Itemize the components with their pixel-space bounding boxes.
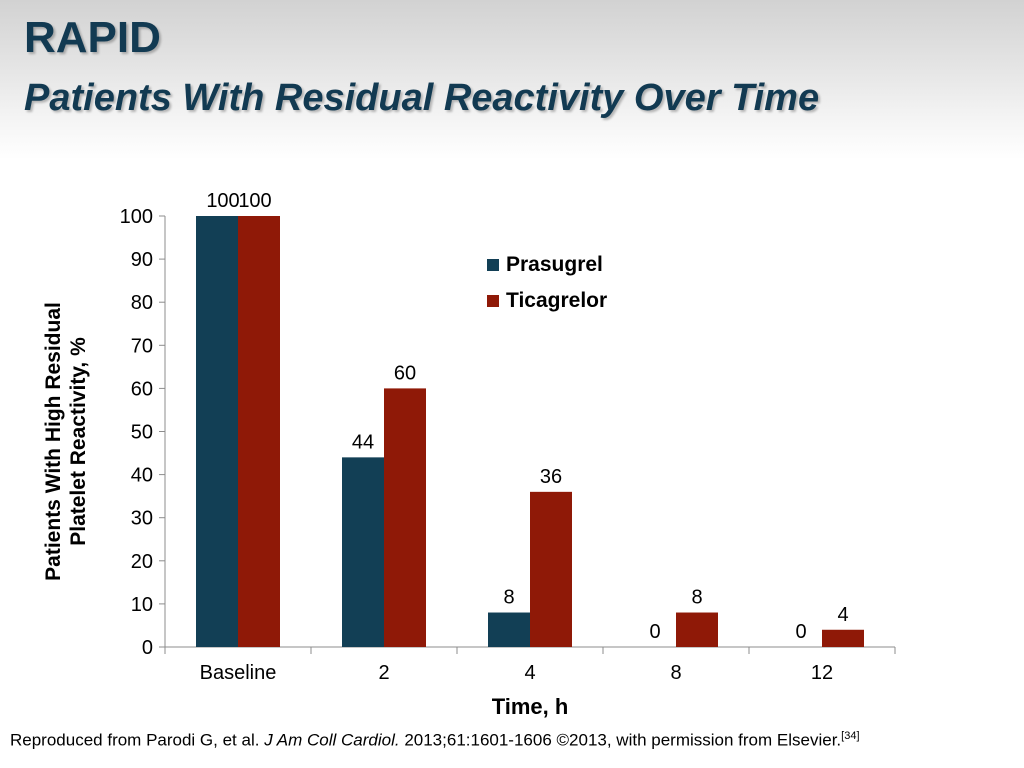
legend-swatch-ticagrelor bbox=[487, 295, 499, 307]
ticagrelor-data-label: 36 bbox=[540, 466, 562, 488]
y-tick-label: 0 bbox=[142, 637, 153, 659]
y-tick-label: 30 bbox=[131, 508, 153, 530]
x-axis-label: Time, h bbox=[492, 694, 569, 719]
ticagrelor-bar bbox=[530, 491, 572, 647]
x-tick-label: 12 bbox=[811, 662, 833, 684]
citation: Reproduced from Parodi G, et al. J Am Co… bbox=[10, 726, 1010, 751]
ticagrelor-data-label: 60 bbox=[394, 362, 416, 384]
y-tick-label: 90 bbox=[131, 249, 153, 271]
prasugrel-data-label: 0 bbox=[795, 621, 806, 643]
ticagrelor-data-label: 100 bbox=[238, 190, 271, 212]
title-banner bbox=[0, 0, 1024, 160]
x-tick-label: 2 bbox=[378, 662, 389, 684]
y-tick-label: 50 bbox=[131, 422, 153, 444]
ticagrelor-bar bbox=[238, 216, 280, 647]
prasugrel-bar bbox=[196, 216, 238, 647]
legend-label-prasugrel: Prasugrel bbox=[506, 253, 603, 276]
citation-suffix: 2013;61:1601-1606 ©2013, with permission… bbox=[399, 730, 842, 750]
prasugrel-data-label: 8 bbox=[503, 587, 514, 609]
x-tick-label: Baseline bbox=[200, 662, 277, 684]
y-axis-label-line2: Platelet Reactivity, % bbox=[67, 337, 90, 546]
y-tick-label: 70 bbox=[131, 335, 153, 357]
slide-subtitle: Patients With Residual Reactivity Over T… bbox=[24, 77, 820, 119]
chart-bars bbox=[196, 216, 864, 647]
citation-prefix: Reproduced from Parodi G, et al. bbox=[10, 730, 265, 750]
prasugrel-bar bbox=[342, 457, 384, 647]
slide-title: RAPID bbox=[24, 13, 161, 62]
x-tick-label: 8 bbox=[670, 662, 681, 684]
ticagrelor-bar bbox=[676, 612, 718, 647]
y-tick-label: 20 bbox=[131, 551, 153, 573]
y-tick-label: 10 bbox=[131, 594, 153, 616]
y-tick-label: 100 bbox=[120, 206, 153, 228]
y-tick-label: 60 bbox=[131, 378, 153, 400]
y-tick-label: 80 bbox=[131, 292, 153, 314]
citation-journal: J Am Coll Cardiol. bbox=[264, 730, 400, 750]
legend-swatch-prasugrel bbox=[487, 259, 499, 271]
x-tick-label: 4 bbox=[524, 662, 535, 684]
ticagrelor-data-label: 4 bbox=[837, 604, 848, 626]
y-tick-label: 40 bbox=[131, 465, 153, 487]
ticagrelor-bar bbox=[384, 388, 426, 647]
citation-reference: [34] bbox=[841, 730, 860, 742]
prasugrel-data-label: 100 bbox=[206, 190, 239, 212]
ticagrelor-bar bbox=[822, 629, 864, 647]
legend-label-ticagrelor: Ticagrelor bbox=[506, 289, 607, 312]
y-axis-label-line1: Patients With High Residual bbox=[42, 302, 65, 581]
chart-legend: Prasugrel Ticagrelor bbox=[487, 253, 607, 312]
prasugrel-data-label: 0 bbox=[649, 621, 660, 643]
prasugrel-data-label: 44 bbox=[352, 431, 374, 453]
prasugrel-bar bbox=[488, 612, 530, 647]
ticagrelor-data-label: 8 bbox=[691, 587, 702, 609]
